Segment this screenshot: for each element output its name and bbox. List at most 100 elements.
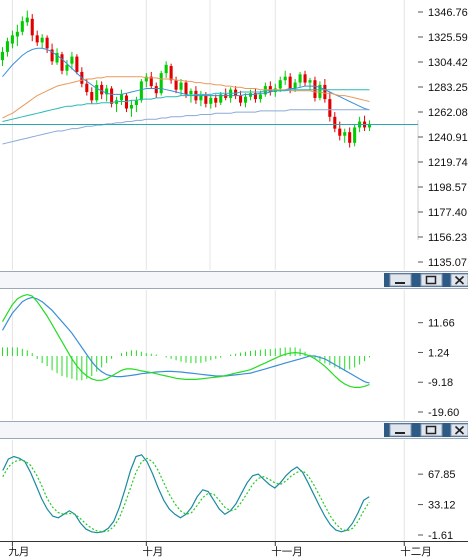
moving-average-lines	[2, 47, 370, 145]
moving-average-line	[2, 76, 370, 119]
candle-up	[278, 80, 282, 89]
candle-up	[343, 132, 347, 136]
candle-up	[318, 84, 322, 98]
minimize-icon	[395, 282, 405, 284]
candle-down	[224, 94, 228, 98]
candle-up	[10, 35, 14, 44]
minimize-button[interactable]	[389, 423, 412, 437]
y-tick-label: 1346.76	[428, 7, 468, 19]
candle-down	[110, 88, 114, 104]
candle-up	[263, 86, 267, 95]
candle-up	[95, 84, 99, 101]
candle-up	[219, 94, 223, 103]
candle-down	[154, 86, 158, 94]
y-tick-label: 1135.07	[428, 257, 467, 269]
y-tick-label: 33.12	[428, 500, 456, 512]
candle-down	[50, 49, 54, 62]
x-tick-label: 十二月	[400, 545, 432, 558]
moving-average-line	[2, 47, 370, 111]
stochastic-panel-toolbar	[0, 421, 468, 439]
candle-down	[60, 54, 64, 71]
candle-down	[169, 66, 173, 81]
candle-down	[338, 128, 342, 136]
candle-up	[283, 76, 287, 81]
candle-up	[15, 31, 19, 37]
minimize-button[interactable]	[389, 273, 412, 287]
candle-down	[174, 80, 178, 90]
candle-down	[253, 93, 257, 100]
candle-up	[164, 64, 168, 74]
minimize-icon	[395, 432, 405, 434]
y-tick-label: 1240.91	[428, 132, 468, 144]
candle-down	[303, 74, 307, 83]
candle-up	[115, 100, 119, 104]
macd-panel-toolbar	[0, 271, 468, 289]
candle-down	[234, 89, 238, 96]
maximize-icon	[425, 425, 437, 435]
stochastic-panel-plot	[2, 454, 370, 534]
candle-up	[20, 21, 24, 32]
candle-up	[353, 127, 357, 143]
candle-down	[328, 99, 332, 117]
close-icon	[454, 275, 465, 285]
candle-down	[30, 18, 34, 36]
moving-average-line	[2, 89, 370, 122]
candle-down	[90, 92, 94, 101]
close-button[interactable]	[450, 423, 468, 437]
maximize-button[interactable]	[420, 273, 443, 287]
candle-up	[159, 73, 163, 94]
y-tick-label: -1.61	[428, 530, 453, 542]
y-tick-label: 1198.57	[428, 182, 467, 194]
candle-down	[333, 116, 337, 129]
close-button[interactable]	[450, 273, 468, 287]
x-tick-label: 十月	[142, 545, 163, 558]
y-tick-label: 1219.74	[428, 157, 468, 169]
candle-down	[323, 84, 327, 100]
candle-up	[367, 123, 372, 128]
candle-up	[273, 88, 277, 93]
candle-down	[149, 76, 153, 87]
candle-down	[100, 84, 104, 95]
candle-down	[268, 86, 272, 93]
candle-up	[199, 95, 203, 101]
macd-line	[1, 293, 370, 388]
candle-up	[258, 94, 262, 100]
y-tick-label: -19.60	[428, 407, 459, 419]
candle-up	[308, 80, 312, 83]
y-tick-label: -9.18	[428, 377, 453, 389]
stochastic-k-line	[2, 454, 370, 534]
moving-average-line	[2, 109, 370, 145]
candle-up	[189, 90, 193, 95]
candle-up	[55, 53, 59, 63]
candle-up	[293, 82, 297, 89]
candle-down	[239, 95, 243, 103]
y-axis-ticks: 1346.76 1325.59 1304.42 1283.25 1262.08 1240.…	[418, 7, 468, 542]
candle-down	[313, 80, 317, 98]
candle-down	[45, 37, 49, 49]
y-tick-label: 1262.08	[428, 107, 468, 119]
y-tick-label: 1304.42	[428, 57, 468, 69]
candle-down	[85, 83, 89, 93]
candle-up	[119, 94, 124, 101]
candle-up	[5, 41, 9, 52]
y-tick-label: 1.24	[428, 347, 449, 359]
candle-up	[25, 17, 29, 23]
y-tick-label: 11.66	[428, 318, 455, 330]
candle-up	[105, 88, 109, 95]
candle-down	[184, 82, 188, 95]
candle-up	[298, 74, 302, 83]
y-tick-label: 1156.23	[428, 232, 467, 244]
candle-up	[65, 64, 69, 71]
candle-up	[179, 82, 183, 90]
maximize-icon	[425, 275, 437, 285]
maximize-button[interactable]	[420, 423, 443, 437]
y-tick-label: 1283.25	[428, 82, 468, 94]
candle-down	[124, 95, 129, 109]
candle-down	[288, 76, 292, 89]
macd-panel-plot	[1, 293, 371, 388]
x-tick-label: 九月	[8, 546, 29, 558]
close-icon	[454, 425, 465, 435]
y-tick-label: 1177.40	[428, 207, 467, 219]
candle-down	[75, 56, 79, 72]
